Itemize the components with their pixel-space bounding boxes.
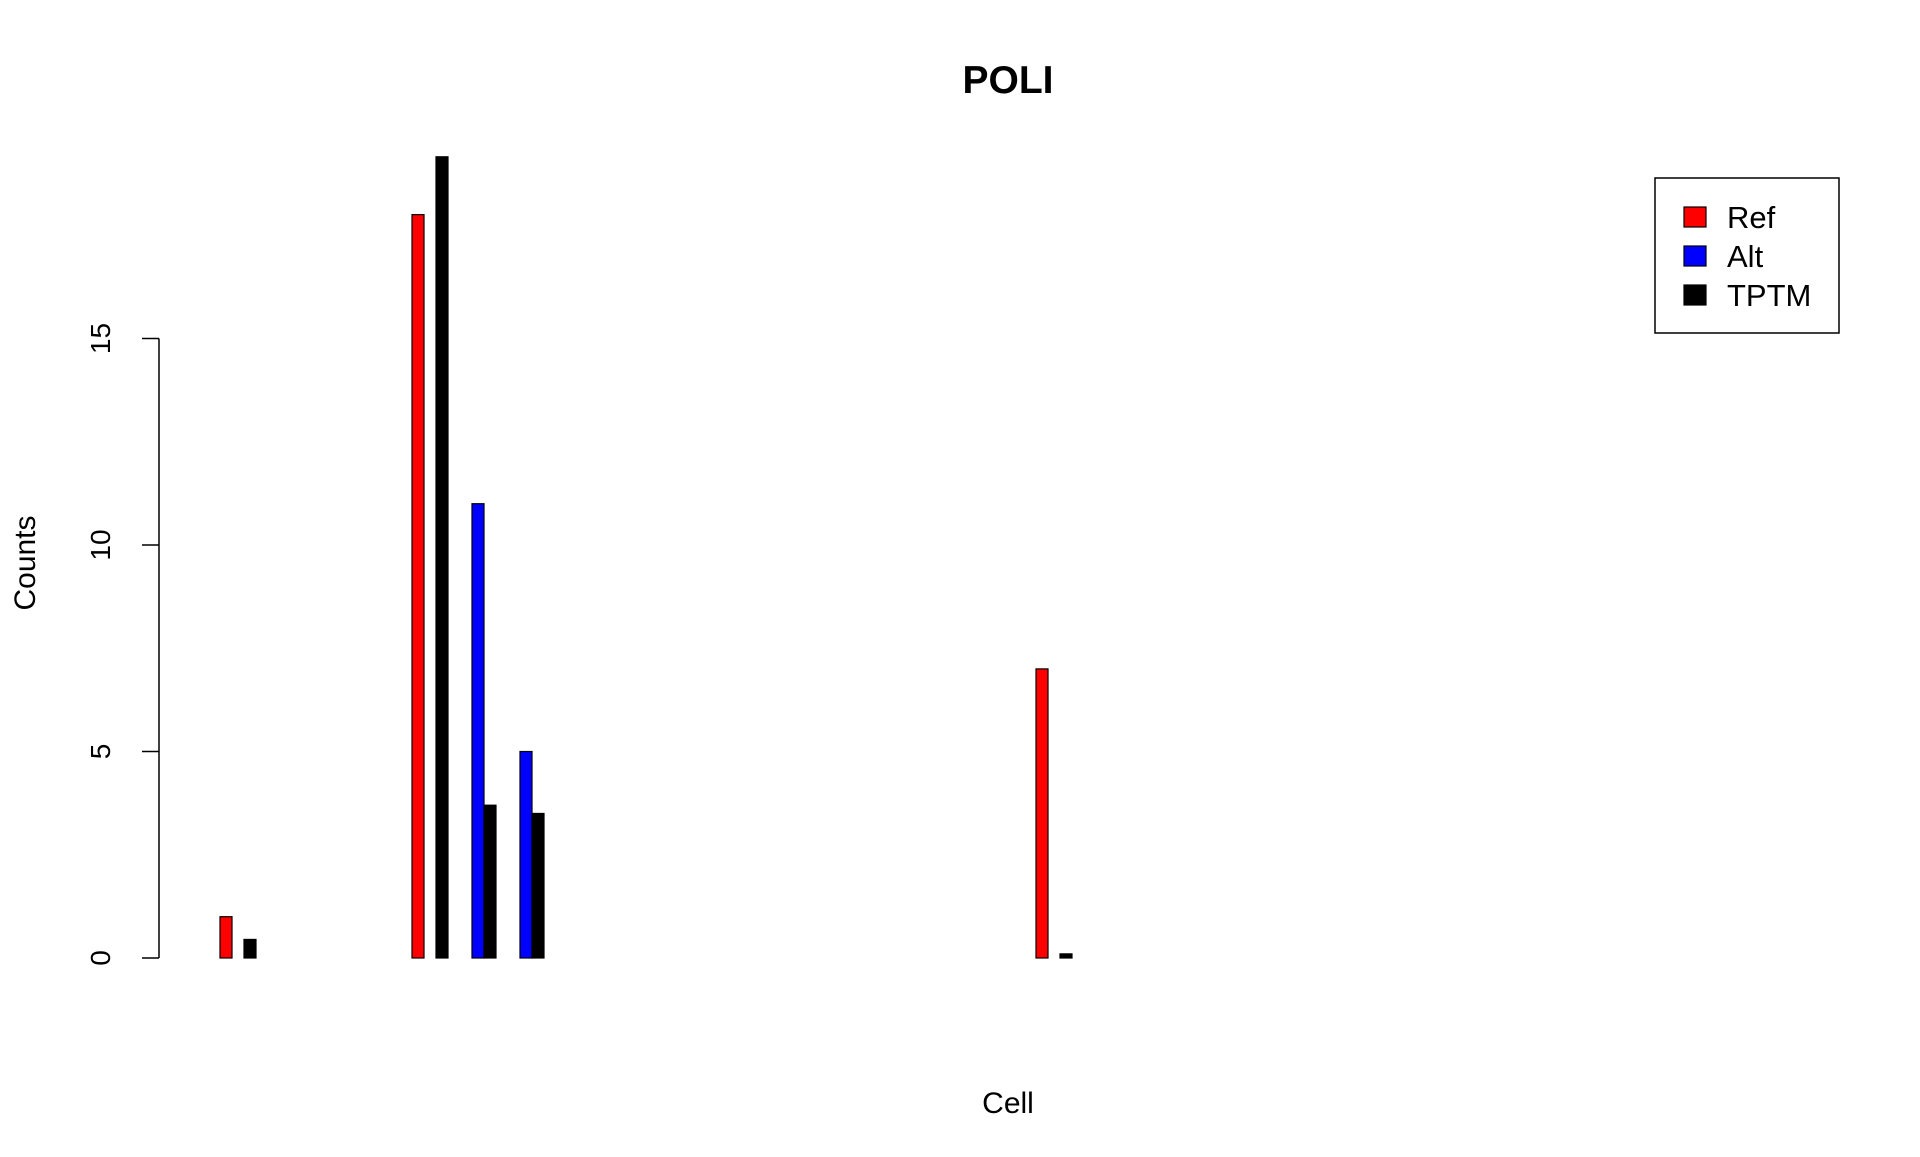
bar-tptm: [435, 156, 449, 959]
chart-title: POLI: [962, 59, 1053, 102]
legend-label-alt: Alt: [1727, 239, 1764, 274]
bar-alt: [471, 503, 485, 959]
bar-tptm: [243, 938, 257, 959]
y-tick-label: 10: [85, 529, 116, 560]
legend-label-ref: Ref: [1727, 200, 1776, 235]
bar-alt: [519, 750, 533, 959]
y-axis-label: Counts: [9, 515, 42, 610]
bar-ref: [219, 916, 233, 959]
bar-ref: [1035, 668, 1049, 959]
y-tick-label: 0: [85, 950, 116, 966]
y-tick-label: 15: [85, 323, 116, 354]
bar-tptm: [1059, 953, 1073, 959]
bars-group: [219, 156, 1073, 959]
legend: Ref Alt TPTM: [1654, 177, 1840, 334]
x-axis-label: Cell: [982, 1087, 1034, 1120]
legend-swatch-ref: [1683, 206, 1707, 228]
y-tick-label: 5: [85, 744, 116, 760]
legend-label-tptm: TPTM: [1727, 278, 1811, 313]
y-axis: 0 5 10 15: [85, 323, 160, 966]
bar-ref: [411, 214, 425, 959]
bar-tptm: [483, 804, 497, 959]
legend-swatch-tptm: [1683, 284, 1707, 306]
bar-tptm: [531, 812, 545, 959]
legend-swatch-alt: [1683, 245, 1707, 267]
